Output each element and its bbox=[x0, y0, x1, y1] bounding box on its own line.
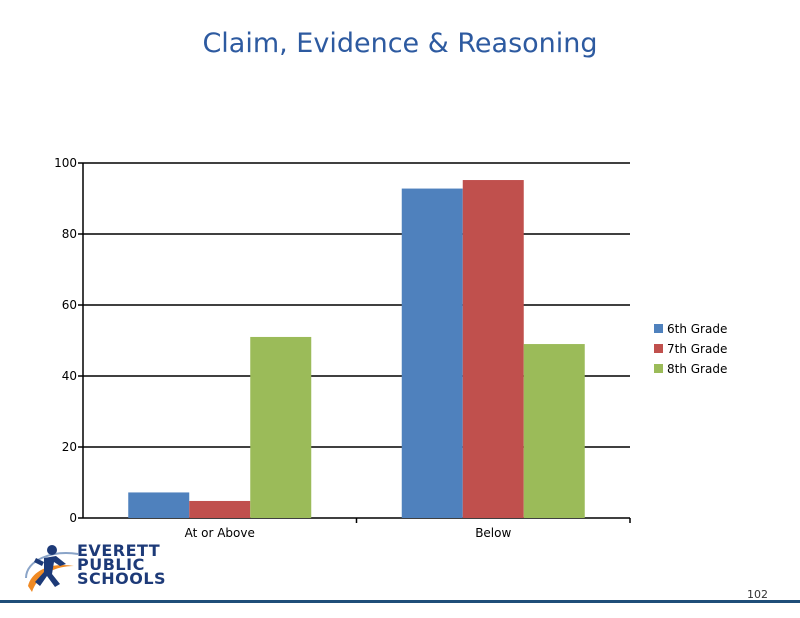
y-axis-ticks: 0 20 40 60 80 100 bbox=[54, 156, 77, 525]
legend-swatch bbox=[654, 324, 663, 333]
bar-6th-grade bbox=[401, 188, 463, 518]
x-category-label: Below bbox=[475, 526, 511, 540]
y-tick-label: 100 bbox=[54, 156, 77, 170]
bar-chart: 0 20 40 60 80 100 At or Above Below 6th Grade 7… bbox=[54, 156, 727, 540]
bar-6th-grade bbox=[128, 492, 190, 518]
x-axis-categories: At or Above Below bbox=[185, 526, 512, 540]
bar-7th-grade bbox=[462, 180, 524, 519]
bar-8th-grade bbox=[250, 336, 312, 518]
bar-7th-grade bbox=[189, 500, 251, 518]
legend-label: 8th Grade bbox=[667, 362, 727, 376]
legend-swatch bbox=[654, 344, 663, 353]
page-number: 102 bbox=[747, 588, 768, 601]
y-tick-label: 80 bbox=[62, 227, 77, 241]
x-category-label: At or Above bbox=[185, 526, 255, 540]
logo-wordmark: EVERETT PUBLIC SCHOOLS bbox=[77, 541, 167, 588]
y-tick-label: 40 bbox=[62, 369, 77, 383]
logo-line-1: EVERETT bbox=[77, 541, 161, 560]
y-tick-label: 60 bbox=[62, 298, 77, 312]
runner-swoosh-icon bbox=[25, 545, 79, 592]
y-tick-label: 20 bbox=[62, 440, 77, 454]
logo-line-2: PUBLIC bbox=[77, 555, 145, 574]
logo-line-3: SCHOOLS bbox=[77, 569, 167, 588]
chart-legend: 6th Grade 7th Grade 8th Grade bbox=[654, 322, 727, 376]
everett-public-schools-logo: EVERETT PUBLIC SCHOOLS bbox=[22, 540, 172, 602]
chart-bars bbox=[128, 180, 585, 519]
y-tick-label: 0 bbox=[69, 511, 77, 525]
bar-8th-grade bbox=[523, 344, 585, 518]
legend-swatch bbox=[654, 364, 663, 373]
slide-title: Claim, Evidence & Reasoning bbox=[202, 28, 598, 59]
footer-rule bbox=[0, 600, 800, 603]
legend-label: 7th Grade bbox=[667, 342, 727, 356]
legend-label: 6th Grade bbox=[667, 322, 727, 336]
